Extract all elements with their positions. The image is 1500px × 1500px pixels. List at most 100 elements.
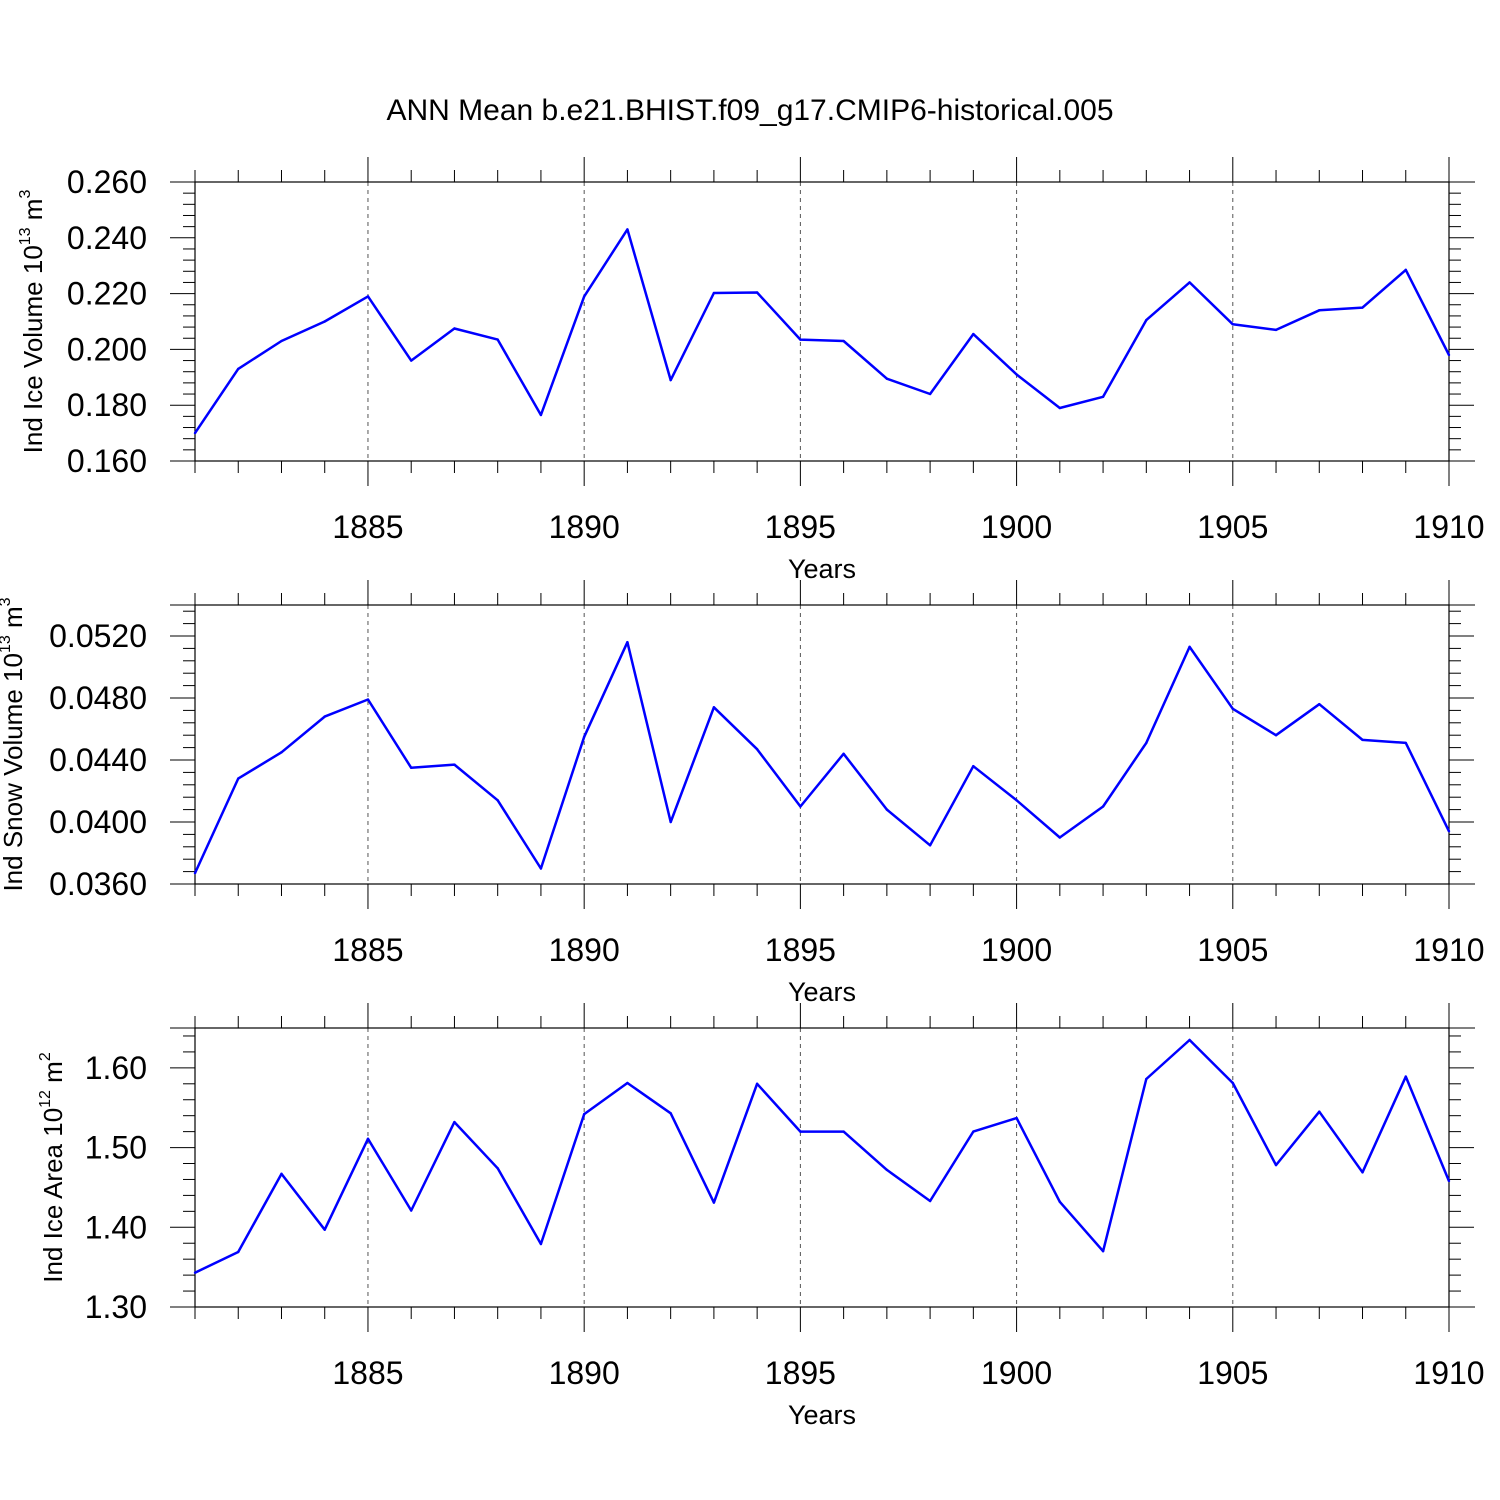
data-point: [1318, 1110, 1321, 1113]
data-point: [453, 1120, 456, 1124]
plot-frame: [194, 1027, 1450, 1308]
data-point: [280, 751, 283, 754]
y-tick-label: 0.200: [67, 331, 147, 367]
plot-panel-1: 0.160 0.180 0.200 0.220 0.240 0.260 1885 1890 18…: [17, 157, 1485, 584]
data-point: [453, 327, 456, 330]
data-point: [237, 367, 240, 371]
y-axis-label: Ind Ice Volume 1013 m3: [17, 190, 48, 454]
data-point: [669, 378, 672, 382]
plot-panel-2: 0.0360 0.0400 0.0440 0.0480 0.0520 1885 1890 18…: [0, 580, 1485, 1007]
y-tick-label: 0.0520: [49, 618, 147, 654]
data-point: [928, 844, 932, 847]
data-point: [323, 320, 326, 323]
y-axis-label: Ind Ice Area 1012 m2: [37, 1052, 68, 1283]
y-tick-label: 0.0400: [49, 804, 147, 840]
y-tick-label: 0.0360: [49, 866, 147, 902]
data-point: [1404, 268, 1407, 272]
data-point: [626, 641, 629, 644]
data-point: [1015, 799, 1018, 802]
data-point: [1447, 830, 1451, 833]
y-axis-label-superscript: 3: [17, 190, 34, 199]
data-point: [799, 1130, 802, 1133]
data-point: [626, 1081, 629, 1085]
plot-panel-3: 1.30 1.40 1.50 1.60 1885 1890 1895 1900 1905 1910…: [37, 1003, 1485, 1430]
x-tick-label: 1900: [981, 932, 1052, 968]
data-point: [453, 763, 456, 766]
y-tick-label: 1.40: [85, 1209, 147, 1245]
data-point: [366, 1137, 370, 1141]
data-point: [842, 339, 845, 343]
data-point: [755, 747, 759, 751]
data-point: [669, 1112, 672, 1115]
y-axis-label-superscript: 3: [0, 597, 14, 606]
data-point: [1231, 323, 1234, 326]
data-point: [582, 1112, 586, 1116]
y-tick-label: 0.260: [67, 164, 147, 200]
y-axis-label-part: m: [18, 199, 48, 228]
data-point: [1318, 703, 1321, 706]
data-point: [1145, 318, 1148, 322]
data-point: [1101, 805, 1105, 808]
data-point: [539, 1242, 543, 1246]
x-axis-label: Years: [788, 977, 856, 1007]
data-point: [1274, 734, 1278, 737]
y-tick-label: 1.30: [85, 1289, 147, 1325]
y-axis-label: Ind Snow Volume 1013 m3: [0, 597, 28, 891]
x-tick-label: 1885: [332, 1355, 403, 1391]
x-tick-label: 1910: [1413, 509, 1484, 545]
data-point: [885, 377, 889, 380]
data-point: [1231, 707, 1234, 711]
data-point: [280, 1172, 283, 1176]
data-point: [669, 820, 672, 824]
x-tick-label: 1905: [1197, 509, 1268, 545]
y-axis-label-superscript: 12: [37, 1090, 54, 1108]
data-point: [1145, 1077, 1148, 1081]
x-tick-label: 1900: [981, 509, 1052, 545]
y-tick-label: 0.0440: [49, 742, 147, 778]
data-point: [712, 1201, 716, 1204]
y-tick-label: 1.50: [85, 1130, 147, 1166]
data-point: [237, 1250, 240, 1254]
data-point: [1318, 309, 1321, 312]
chart-panels: 0.160 0.180 0.200 0.220 0.240 0.260 1885 1890 18…: [0, 157, 1485, 1430]
data-point: [1447, 1179, 1451, 1183]
data-point: [972, 332, 975, 336]
x-tick-label: 1895: [765, 932, 836, 968]
data-point: [755, 1082, 759, 1086]
y-axis-label-part: m: [38, 1061, 68, 1090]
data-point: [323, 1228, 326, 1231]
data-point: [1274, 328, 1278, 332]
data-point: [193, 1271, 197, 1274]
chart-title: ANN Mean b.e21.BHIST.f09_g17.CMIP6-histo…: [386, 94, 1113, 127]
data-point: [1058, 836, 1062, 839]
data-point: [410, 1209, 413, 1212]
y-axis-label-part: Ind Ice Area 10: [38, 1108, 68, 1283]
y-axis-label-part: Ind Ice Volume 10: [18, 245, 48, 453]
data-point: [755, 291, 759, 294]
data-point: [1188, 281, 1191, 284]
y-axis-label-superscript: 13: [17, 227, 34, 245]
data-point: [712, 291, 716, 295]
y-tick-label: 0.0480: [49, 680, 147, 716]
data-point: [626, 228, 629, 231]
data-point: [582, 295, 586, 298]
x-tick-label: 1885: [332, 509, 403, 545]
y-tick-label: 0.160: [67, 443, 147, 479]
data-point: [1101, 1250, 1105, 1253]
data-point: [799, 805, 802, 808]
data-point: [1274, 1163, 1278, 1167]
data-point: [323, 715, 326, 718]
data-point: [1447, 353, 1451, 357]
data-point: [1361, 738, 1364, 742]
data-point: [496, 1167, 499, 1170]
series-line: [193, 640, 1451, 874]
data-point: [1188, 645, 1191, 649]
data-point: [1101, 395, 1105, 399]
plot-frame: [194, 604, 1450, 885]
y-tick-label: 0.180: [67, 387, 147, 423]
data-point: [1015, 1116, 1018, 1120]
data-point: [237, 777, 240, 780]
series-line: [194, 1038, 1451, 1274]
data-point: [366, 295, 370, 298]
